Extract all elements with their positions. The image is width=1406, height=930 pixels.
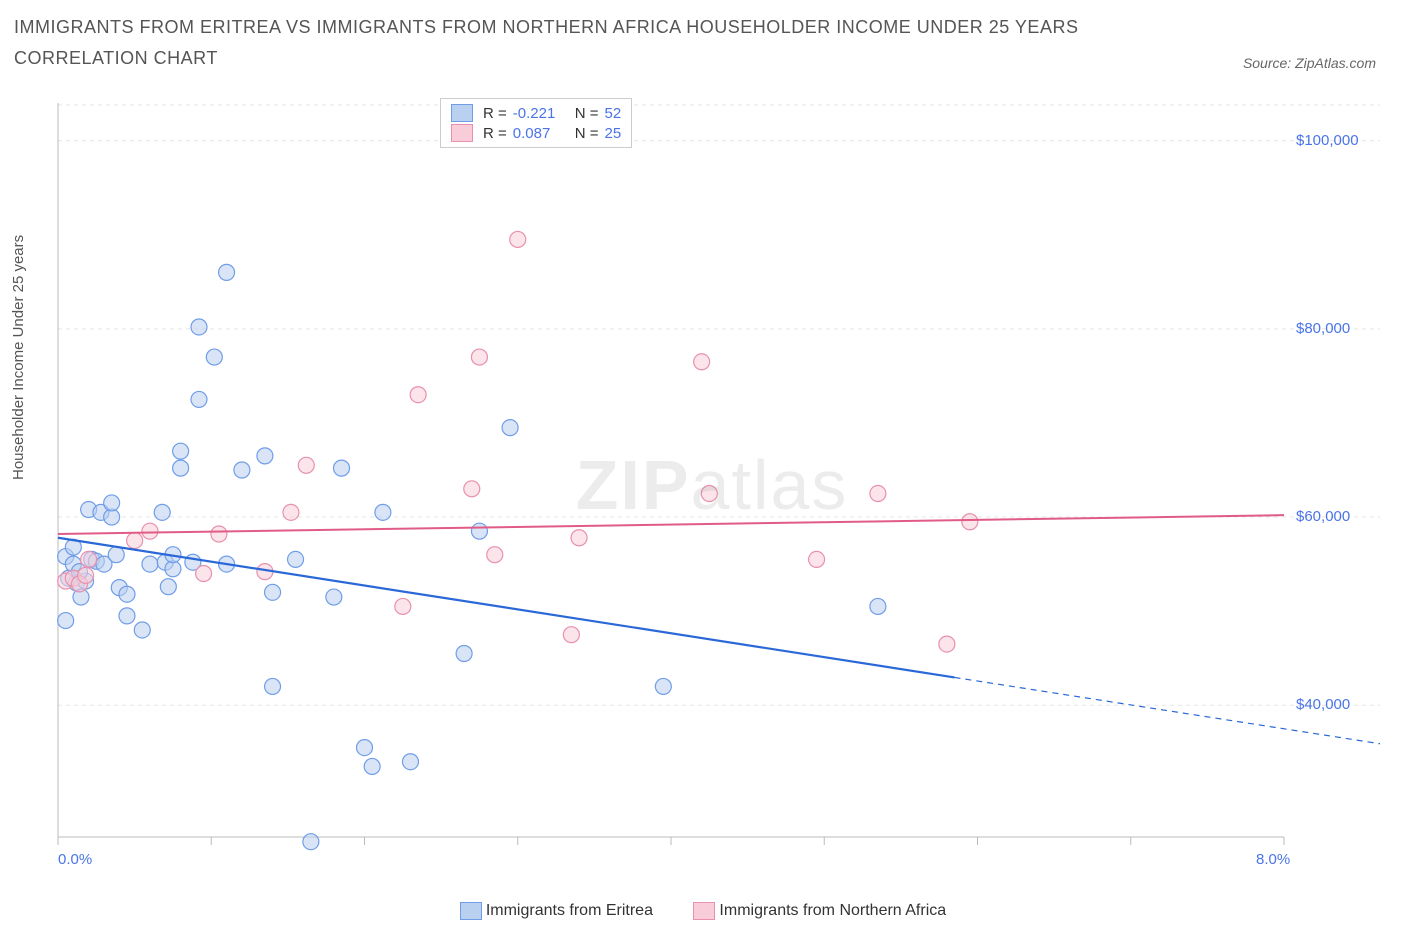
legend-item: Immigrants from Eritrea [460, 902, 653, 920]
y-tick-label: $80,000 [1296, 320, 1350, 337]
n-label: N = [575, 125, 599, 142]
r-value: -0.221 [513, 105, 563, 122]
legend-item: Immigrants from Northern Africa [693, 902, 946, 920]
chart-title: IMMIGRANTS FROM ERITREA VS IMMIGRANTS FR… [14, 12, 1206, 73]
legend-swatch [451, 124, 473, 142]
n-label: N = [575, 105, 599, 122]
legend-stats-row: R = -0.221 N = 52 [451, 103, 621, 123]
y-tick-label: $100,000 [1296, 132, 1359, 149]
r-label: R = [483, 105, 507, 122]
y-axis-label: Householder Income Under 25 years [10, 235, 27, 480]
legend-label: Immigrants from Eritrea [486, 902, 653, 920]
plot-area: ZIPatlas [44, 95, 1380, 875]
n-value: 52 [605, 105, 622, 122]
legend-swatch [460, 902, 482, 920]
scatter-plot-svg [44, 95, 1380, 875]
legend-stats-row: R = 0.087 N = 25 [451, 123, 621, 143]
y-tick-label: $60,000 [1296, 508, 1350, 525]
x-tick-label: 0.0% [58, 851, 92, 868]
x-tick-label: 8.0% [1256, 851, 1290, 868]
legend-stats: R = -0.221 N = 52 R = 0.087 N = 25 [440, 98, 632, 148]
y-tick-label: $40,000 [1296, 696, 1350, 713]
r-value: 0.087 [513, 125, 563, 142]
legend-swatch [693, 902, 715, 920]
source-attribution: Source: ZipAtlas.com [1243, 55, 1376, 71]
legend-label: Immigrants from Northern Africa [719, 902, 946, 920]
chart-container: IMMIGRANTS FROM ERITREA VS IMMIGRANTS FR… [0, 0, 1406, 930]
legend-swatch [451, 104, 473, 122]
legend-series: Immigrants from Eritrea Immigrants from … [0, 902, 1406, 925]
r-label: R = [483, 125, 507, 142]
n-value: 25 [605, 125, 622, 142]
